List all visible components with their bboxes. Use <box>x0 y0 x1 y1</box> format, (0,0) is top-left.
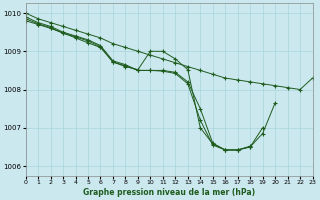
X-axis label: Graphe pression niveau de la mer (hPa): Graphe pression niveau de la mer (hPa) <box>83 188 255 197</box>
